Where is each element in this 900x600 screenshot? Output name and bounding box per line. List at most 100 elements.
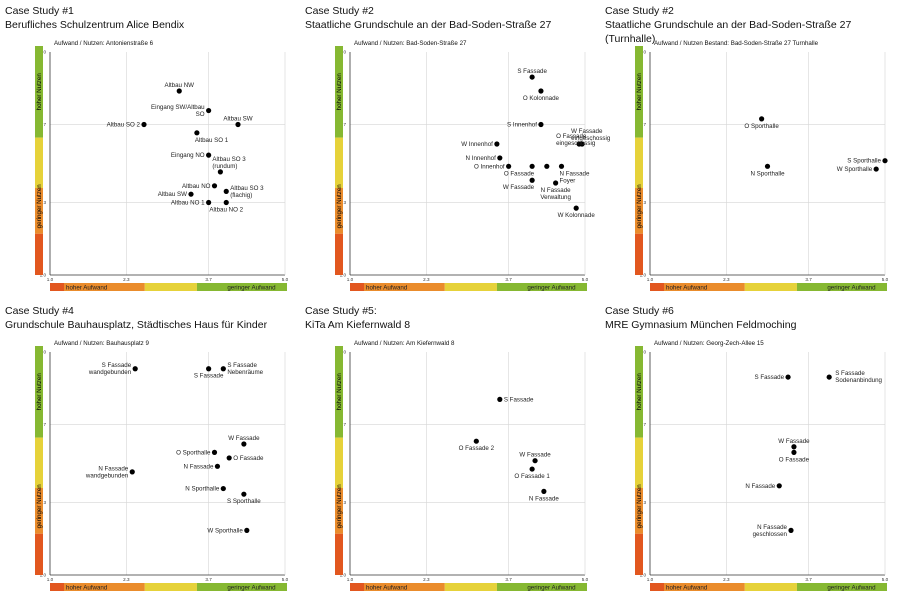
data-label: W Kolonnade (558, 212, 596, 219)
data-label-line: Altbau NO 2 (209, 207, 243, 214)
x-bar-orange (650, 283, 745, 291)
x-bar-yellow (144, 283, 197, 291)
data-point (538, 88, 544, 94)
data-label: O Fassade (504, 170, 535, 177)
x-bar-orange (350, 583, 445, 591)
x-axis-label-low: hoher Aufwand (366, 284, 408, 291)
data-label: Altbau SO 3 (rundum) (212, 156, 246, 170)
y-tick-label: 5.0 (640, 50, 647, 55)
x-bar-green (796, 583, 887, 591)
data-label-line: Sodenanbindung (835, 377, 882, 384)
data-label: Eingang SW/Altbau SO (151, 104, 205, 118)
y-axis-label-low: geringer Nutzen (336, 184, 343, 229)
data-label-line: N Fassade (529, 495, 559, 502)
data-label: W Sporthalle (837, 166, 873, 173)
data-label: O Kolonnade (523, 95, 560, 102)
data-label-line: O Fassade 1 (514, 473, 550, 480)
data-label-line: Altbau NO 1 (171, 200, 205, 207)
case-number: Case Study #2 (305, 5, 374, 17)
data-point (826, 374, 832, 380)
x-axis-label-high: geringer Aufwand (827, 284, 876, 291)
case-title: Case Study #4 Grundschule Bauhausplatz, … (5, 304, 267, 332)
y-axis-label-high: hoher Nutzen (636, 73, 643, 111)
data-label-line: O Fassade (779, 456, 810, 463)
data-label: Altbau NO 2 (209, 207, 243, 214)
y-bar-red (335, 233, 343, 275)
chart-title: Aufwand / Nutzen Bestand: Bad-Soden-Stra… (654, 40, 819, 47)
case-title: Case Study #2 Staatliche Grundschule an … (605, 4, 851, 46)
data-point (532, 458, 538, 464)
data-label-line: N Fassade (184, 463, 214, 470)
data-label: S Fassade Nebenräume (227, 362, 263, 376)
y-tick-label: 2.3 (40, 500, 47, 505)
x-bar-orange (50, 283, 145, 291)
data-label: W Fassade (228, 435, 260, 442)
case-subtitle: Grundschule Bauhausplatz, Städtisches Ha… (5, 319, 268, 331)
x-bar-red (350, 583, 364, 591)
case-subtitle: Staatliche Grundschule an der Bad-Soden-… (305, 19, 552, 31)
data-point (176, 88, 182, 94)
data-label-line: N Sporthalle (750, 170, 785, 177)
data-label-line: Eingang NO (171, 152, 205, 159)
case-number: Case Study #1 (5, 5, 74, 17)
y-bar-green (635, 46, 643, 138)
y-bar-yellow (635, 437, 643, 488)
data-point (541, 488, 547, 494)
y-axis-label-low: geringer Nutzen (36, 484, 43, 529)
data-point (544, 163, 550, 169)
x-axis-label-low: hoher Aufwand (66, 584, 108, 591)
data-point (579, 141, 585, 147)
data-label: Altbau SO 3 (flachig) (230, 185, 264, 199)
data-label-line: W Sporthalle (207, 527, 243, 534)
data-label-line: Foyer (560, 177, 576, 184)
case-title: Case Study #6 MRE Gymnasium München Feld… (605, 304, 796, 332)
data-label: Altbau NO 1 (171, 200, 205, 207)
data-label-line: S Sporthalle (227, 498, 261, 505)
data-label: Altbau SW (223, 115, 252, 122)
data-point (882, 158, 888, 164)
data-label-line: W Fassade (519, 452, 551, 459)
data-label-line: Eingang SW/Altbau (151, 104, 205, 111)
y-axis-label-high: hoher Nutzen (336, 73, 343, 111)
data-label-line: W Innenhof (461, 141, 493, 148)
y-bar-red (635, 533, 643, 575)
data-label-line: eingeschossig (571, 135, 611, 142)
x-tick-label: 1.0 (347, 277, 354, 282)
case-title: Case Study #2 Staatliche Grundschule an … (305, 4, 551, 32)
data-label-line: wandgebunden (85, 472, 129, 479)
chart-panel-4: Case Study #4 Grundschule Bauhausplatz, … (0, 300, 300, 600)
y-tick-label: 1.0 (640, 573, 647, 578)
data-point (529, 177, 535, 183)
data-label: N Sporthalle (185, 486, 220, 493)
data-point (873, 166, 879, 172)
data-point (188, 191, 194, 197)
data-point (506, 163, 512, 169)
y-bar-green (35, 346, 43, 438)
x-bar-yellow (444, 283, 497, 291)
data-point (497, 396, 503, 402)
y-bar-yellow (35, 437, 43, 488)
y-tick-label: 3.7 (340, 422, 347, 427)
data-label-line: S Fassade (194, 373, 224, 380)
y-tick-label: 5.0 (640, 350, 647, 355)
y-tick-label: 5.0 (40, 350, 47, 355)
data-label: S Sporthalle (847, 158, 881, 165)
x-tick-label: 2.3 (723, 277, 730, 282)
x-bar-yellow (144, 583, 197, 591)
data-label: Altbau SO 2 (107, 121, 141, 128)
data-label: O Sporthalle (744, 123, 779, 130)
x-tick-label: 5.0 (882, 577, 889, 582)
data-label-line: O Fassade (556, 133, 587, 140)
data-point (785, 374, 791, 380)
data-point (223, 199, 229, 206)
chart-panel-5: Case Study #5: KiTa Am Kiefernwald 8 Auf… (300, 300, 600, 600)
data-label: W Fassade eingeschossig (571, 128, 611, 142)
data-label: N Fassade geschlossen (753, 524, 788, 538)
y-bar-orange (335, 487, 343, 534)
data-label-line: N Fassade (541, 187, 571, 194)
data-label-line: O Sporthalle (176, 449, 211, 456)
x-bar-green (496, 583, 587, 591)
data-point (788, 527, 794, 533)
y-bar-green (335, 46, 343, 138)
data-label-line: Altbau SO 3 (230, 185, 264, 192)
